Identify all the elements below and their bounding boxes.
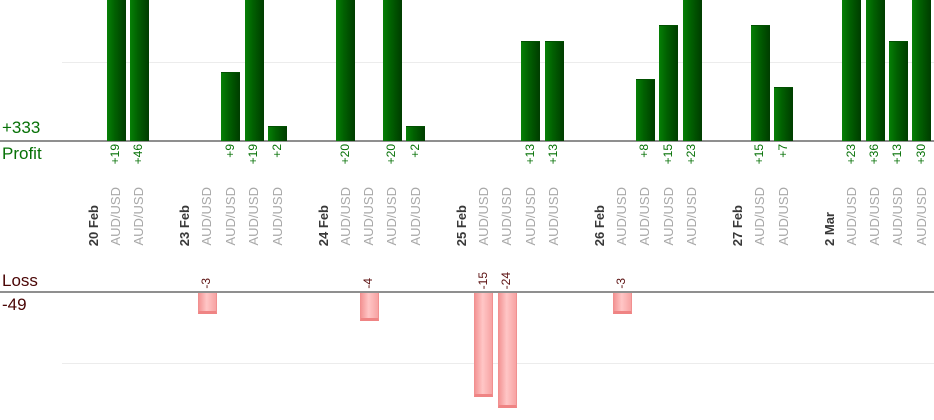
- profit-bar: [245, 0, 264, 141]
- bar-value-label: +19: [108, 144, 122, 165]
- instrument-label: AUD/USD: [684, 187, 699, 246]
- profit-total: +333: [2, 118, 41, 137]
- profit-bar: [751, 25, 770, 141]
- bar-value-label: +19: [246, 144, 260, 165]
- bar-value-label: +13: [523, 144, 537, 165]
- date-label: 2 Mar: [822, 212, 837, 246]
- bar-value-label: +30: [914, 144, 928, 165]
- bar-value-label: -24: [499, 271, 513, 289]
- bar-value-label: +15: [752, 144, 766, 165]
- profit-bar: [130, 0, 149, 141]
- bar-value-label: -3: [614, 278, 628, 289]
- profit-bar: [268, 126, 287, 141]
- profit-bar: [659, 25, 678, 141]
- bar-value-label: +20: [384, 144, 398, 165]
- bar-value-label: -4: [361, 278, 375, 289]
- loss-bar: [198, 293, 217, 314]
- profit-bar: [912, 0, 931, 141]
- instrument-label: AUD/USD: [408, 187, 423, 246]
- instrument-label: AUD/USD: [131, 187, 146, 246]
- instrument-label: AUD/USD: [499, 187, 514, 246]
- bar-value-label: +36: [867, 144, 881, 165]
- profit-bar: [107, 0, 126, 141]
- instrument-label: AUD/USD: [844, 187, 859, 246]
- instrument-label: AUD/USD: [338, 187, 353, 246]
- bar-value-label: +9: [223, 144, 237, 158]
- instrument-label: AUD/USD: [108, 187, 123, 246]
- bar-value-label: +7: [776, 144, 790, 158]
- bar-value-label: +15: [661, 144, 675, 165]
- instrument-label: AUD/USD: [867, 187, 882, 246]
- loss-bar: [613, 293, 632, 314]
- date-label: 25 Feb: [454, 204, 469, 246]
- instrument-label: AUD/USD: [776, 187, 791, 246]
- bar-value-label: -3: [199, 278, 213, 289]
- profit-bar: [889, 41, 908, 141]
- date-label: 23 Feb: [177, 204, 192, 246]
- instrument-label: AUD/USD: [246, 187, 261, 246]
- profit-bar: [774, 87, 793, 141]
- instrument-label: AUD/USD: [361, 187, 376, 246]
- bar-value-label: +23: [844, 144, 858, 165]
- bar-value-label: +13: [546, 144, 560, 165]
- instrument-label: AUD/USD: [270, 187, 285, 246]
- instrument-label: AUD/USD: [523, 187, 538, 246]
- profit-bar: [521, 41, 540, 141]
- instrument-label: AUD/USD: [199, 187, 214, 246]
- profit-axis-label: Profit: [2, 144, 42, 163]
- loss-axis-label: Loss: [2, 271, 38, 290]
- date-label: 20 Feb: [86, 204, 101, 246]
- bar-value-label: +2: [270, 144, 284, 158]
- loss-total: -49: [2, 295, 27, 314]
- instrument-label: AUD/USD: [890, 187, 905, 246]
- instrument-label: AUD/USD: [661, 187, 676, 246]
- bar-value-label: +13: [890, 144, 904, 165]
- profit-bar: [842, 0, 861, 141]
- loss-bar: [474, 293, 493, 397]
- bar-value-label: +20: [338, 144, 352, 165]
- loss-bar: [498, 293, 517, 408]
- profit-gridline: [62, 62, 934, 63]
- date-label: 26 Feb: [592, 204, 607, 246]
- instrument-label: AUD/USD: [223, 187, 238, 246]
- profit-bar: [221, 72, 240, 141]
- profit-bar: [336, 0, 355, 141]
- instrument-label: AUD/USD: [384, 187, 399, 246]
- instrument-label: AUD/USD: [752, 187, 767, 246]
- instrument-label: AUD/USD: [614, 187, 629, 246]
- instrument-label: AUD/USD: [914, 187, 929, 246]
- bar-value-label: +23: [684, 144, 698, 165]
- profit-bar: [683, 0, 702, 141]
- bar-value-label: +46: [131, 144, 145, 165]
- profit-bar: [406, 126, 425, 141]
- profit-bar: [383, 0, 402, 141]
- instrument-label: AUD/USD: [546, 187, 561, 246]
- date-label: 27 Feb: [730, 204, 745, 246]
- instrument-label: AUD/USD: [637, 187, 652, 246]
- date-label: 24 Feb: [316, 204, 331, 246]
- profit-bar: [545, 41, 564, 141]
- loss-bar: [360, 293, 379, 321]
- bar-value-label: +2: [408, 144, 422, 158]
- bar-value-label: -15: [476, 271, 490, 289]
- bar-value-label: +8: [637, 144, 651, 158]
- profit-bar: [636, 79, 655, 141]
- profit-baseline: [0, 140, 934, 142]
- loss-baseline: [0, 291, 934, 293]
- profit-bar: [866, 0, 885, 141]
- instrument-label: AUD/USD: [476, 187, 491, 246]
